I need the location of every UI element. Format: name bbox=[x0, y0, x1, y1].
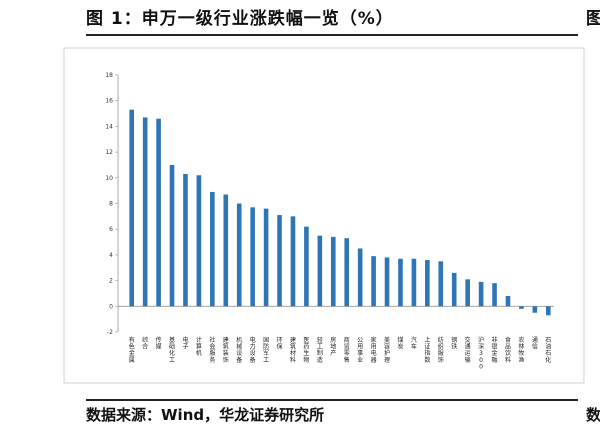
bar bbox=[236, 203, 242, 307]
category-label: 农林牧渔 bbox=[518, 336, 524, 364]
category-label: 基础化工 bbox=[169, 336, 175, 364]
y-axis-ticks: -2 0 2 4 6 8 10 12 14 16 18 bbox=[105, 72, 118, 336]
bar bbox=[384, 257, 390, 307]
category-label: 房地产 bbox=[330, 336, 336, 357]
bar bbox=[357, 248, 363, 307]
adjacent-source-fragment: 数 bbox=[586, 406, 600, 424]
category-label: 交通运输 bbox=[465, 336, 471, 364]
category-label: 纺织服饰 bbox=[438, 336, 444, 364]
category-label: 食品饮料 bbox=[505, 336, 511, 364]
category-label: 电力设备 bbox=[250, 336, 256, 364]
bar bbox=[532, 306, 538, 313]
bar bbox=[290, 216, 296, 307]
bar bbox=[263, 208, 269, 307]
bar bbox=[545, 306, 551, 316]
category-label: 综合 bbox=[142, 336, 148, 351]
y-tick-label: 6 bbox=[109, 226, 113, 233]
bar bbox=[478, 281, 484, 307]
bar bbox=[277, 215, 282, 307]
bar bbox=[505, 296, 511, 307]
y-tick-label: 14 bbox=[105, 123, 113, 130]
bar bbox=[223, 194, 229, 307]
category-label: 通信 bbox=[532, 336, 538, 351]
category-label: 电子 bbox=[182, 336, 188, 351]
bar bbox=[169, 164, 175, 307]
bar bbox=[183, 173, 188, 307]
bar bbox=[156, 118, 161, 307]
category-label: 传媒 bbox=[156, 336, 162, 351]
bar bbox=[465, 279, 470, 307]
chart-frame bbox=[63, 47, 585, 384]
category-label: 商贸零售 bbox=[344, 336, 350, 364]
category-label: 石油石化 bbox=[545, 337, 551, 364]
category-label: 国防军工 bbox=[263, 337, 269, 364]
bar bbox=[142, 117, 148, 307]
category-label: 建筑材料 bbox=[290, 336, 296, 364]
bar bbox=[344, 238, 350, 307]
category-label: 公用事业 bbox=[357, 337, 363, 364]
bar bbox=[317, 235, 323, 307]
adjacent-figure-title-fragment: 图 bbox=[586, 9, 600, 29]
y-tick-label: -2 bbox=[107, 329, 113, 336]
category-label: 环保 bbox=[277, 337, 283, 351]
bar bbox=[411, 258, 417, 307]
bar bbox=[398, 258, 403, 307]
category-label: 轻工制造 bbox=[317, 336, 323, 364]
bar bbox=[250, 207, 255, 307]
bars bbox=[129, 109, 551, 316]
category-label: 医药生物 bbox=[303, 337, 309, 364]
chart-border bbox=[63, 47, 585, 384]
category-label: 上证指数 bbox=[424, 336, 430, 364]
category-label: 煤炭 bbox=[397, 336, 403, 351]
y-tick-label: 2 bbox=[109, 278, 113, 285]
category-label: 社会服务 bbox=[209, 336, 215, 364]
category-label: 沪深 3 0 0 bbox=[478, 336, 484, 370]
source-note: 数据来源：Wind，华龙证券研究所 bbox=[86, 406, 325, 424]
title-rule bbox=[86, 34, 578, 36]
category-label: 汽车 bbox=[411, 336, 417, 351]
y-tick-label: 8 bbox=[109, 201, 113, 208]
bar bbox=[196, 175, 202, 307]
bar bbox=[438, 261, 444, 307]
category-label: 计算机 bbox=[196, 336, 202, 357]
bar bbox=[492, 283, 497, 307]
y-tick-label: 10 bbox=[105, 175, 113, 182]
y-tick-label: 18 bbox=[105, 72, 113, 79]
bar bbox=[129, 109, 135, 307]
category-label: 有色金属 bbox=[129, 336, 135, 364]
bar bbox=[330, 236, 336, 307]
y-tick-label: 0 bbox=[109, 303, 113, 310]
category-label: 建筑装饰 bbox=[223, 336, 229, 364]
bar bbox=[425, 260, 430, 307]
bar bbox=[519, 306, 524, 309]
y-tick-label: 16 bbox=[105, 98, 113, 105]
bar bbox=[451, 272, 457, 307]
y-tick-label: 12 bbox=[105, 149, 113, 156]
category-label: 非银金融 bbox=[492, 336, 498, 364]
source-rule bbox=[86, 399, 578, 401]
bar bbox=[304, 226, 309, 307]
bar bbox=[371, 256, 376, 307]
category-label: 家用电器 bbox=[371, 336, 377, 364]
category-label: 机械设备 bbox=[236, 336, 242, 364]
category-label: 钢铁 bbox=[451, 336, 457, 351]
figure-title: 图 1：申万一级行业涨跌幅一览（%） bbox=[86, 9, 394, 29]
y-tick-label: 4 bbox=[109, 252, 113, 259]
bar bbox=[210, 191, 215, 307]
category-label: 美容护理 bbox=[384, 336, 390, 364]
